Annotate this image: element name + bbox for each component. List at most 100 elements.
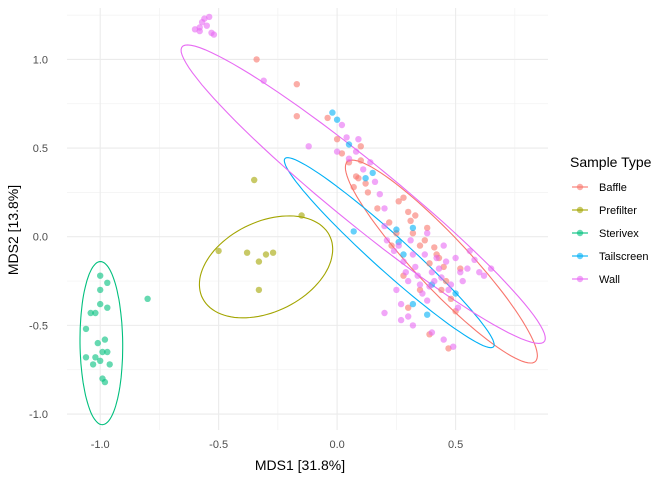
legend-title: Sample Type: [570, 154, 652, 170]
legend-key-wall: [572, 275, 588, 283]
point-wall: [433, 254, 440, 262]
legend-label-sterivex: Sterivex: [599, 228, 639, 240]
point-wall: [428, 329, 436, 336]
point-sterivex: [104, 304, 111, 311]
legend-label-prefilter: Prefilter: [599, 205, 637, 217]
y-tick-label: 0.0: [33, 232, 48, 244]
point-wall: [402, 269, 409, 276]
point-wall: [397, 300, 405, 308]
point-wall: [464, 265, 471, 272]
ellipse-wall: [180, 44, 546, 344]
point-baffle: [374, 205, 381, 212]
point-sterivex: [104, 279, 111, 286]
point-baffle: [424, 224, 431, 232]
point-baffle: [416, 242, 424, 249]
point-wall: [360, 166, 367, 173]
point-wall: [435, 265, 443, 272]
point-tailscreen: [452, 290, 459, 297]
point-wall: [345, 155, 353, 162]
point-wall: [450, 343, 457, 350]
point-baffle: [431, 244, 438, 251]
point-wall: [395, 242, 402, 249]
point-sterivex: [87, 309, 94, 317]
x-axis-title: MDS1 [31.8%]: [255, 457, 345, 473]
point-wall: [201, 15, 208, 22]
point-tailscreen: [362, 175, 369, 182]
point-sterivex: [92, 354, 99, 361]
point-tailscreen: [409, 300, 417, 308]
confidence-ellipses: [79, 44, 546, 426]
minor-gridlines: [67, 8, 548, 430]
point-tailscreen: [345, 141, 353, 148]
point-sterivex: [106, 361, 113, 368]
point-tailscreen: [329, 109, 336, 116]
point-sterivex: [94, 339, 102, 347]
point-wall: [426, 283, 433, 290]
point-wall: [412, 263, 419, 271]
point-tailscreen: [400, 251, 407, 258]
point-wall: [343, 134, 350, 141]
y-tick-label: -0.5: [29, 320, 48, 332]
point-wall: [338, 121, 346, 129]
legend-items: Baffle Prefilter Sterivex Tailscreen Wall: [572, 182, 649, 286]
point-wall: [381, 309, 388, 317]
x-tick-label: 0.0: [329, 439, 344, 451]
point-wall: [376, 191, 383, 198]
point-baffle: [421, 237, 428, 244]
point-wall: [466, 247, 473, 255]
point-wall: [393, 286, 400, 294]
point-wall: [445, 286, 452, 294]
point-tailscreen: [424, 311, 431, 318]
legend-label-baffle: Baffle: [599, 182, 627, 194]
legend-label-tailscreen: Tailscreen: [599, 251, 649, 263]
point-wall: [459, 277, 466, 285]
point-baffle: [438, 286, 445, 294]
point-sterivex: [97, 357, 104, 364]
point-sterivex: [104, 348, 111, 356]
point-tailscreen: [409, 224, 417, 232]
x-axis-tick-labels: -1.0 -0.5 0.0 0.5: [91, 439, 464, 451]
legend-key-point: [576, 206, 584, 214]
point-baffle: [426, 260, 433, 267]
point-prefilter: [298, 212, 305, 219]
point-baffle: [395, 198, 402, 205]
ellipse-prefilter: [198, 215, 334, 319]
point-sterivex: [101, 378, 109, 386]
point-wall: [409, 322, 417, 329]
legend-key-point: [576, 275, 584, 283]
point-prefilter: [215, 247, 222, 255]
point-baffle: [357, 157, 364, 164]
point-baffle: [386, 219, 393, 226]
point-wall: [447, 281, 455, 288]
point-prefilter: [243, 249, 251, 256]
legend: Sample Type Baffle Prefilter Sterivex Tails…: [570, 154, 652, 286]
point-sterivex: [97, 286, 104, 294]
point-wall: [480, 272, 488, 279]
point-baffle: [338, 150, 346, 157]
point-sterivex: [99, 348, 106, 356]
point-baffle: [447, 295, 455, 302]
point-prefilter: [255, 286, 263, 294]
point-baffle: [405, 208, 412, 216]
x-tick-label: -0.5: [209, 439, 228, 451]
point-baffle: [333, 136, 341, 143]
point-sterivex: [97, 272, 104, 279]
point-baffle: [324, 114, 331, 122]
point-wall: [333, 148, 341, 155]
data-points: [82, 13, 495, 386]
point-wall: [424, 297, 431, 304]
point-wall: [407, 237, 414, 244]
point-wall: [383, 237, 391, 244]
point-wall: [428, 269, 436, 276]
point-sterivex: [97, 300, 104, 308]
point-baffle: [357, 143, 364, 150]
point-baffle: [253, 56, 260, 63]
point-sterivex: [101, 336, 109, 343]
point-wall: [206, 13, 213, 21]
point-wall: [400, 258, 407, 265]
point-wall: [390, 247, 398, 255]
point-wall: [442, 258, 450, 265]
point-wall: [471, 256, 478, 263]
point-wall: [355, 136, 362, 143]
point-wall: [305, 143, 312, 150]
